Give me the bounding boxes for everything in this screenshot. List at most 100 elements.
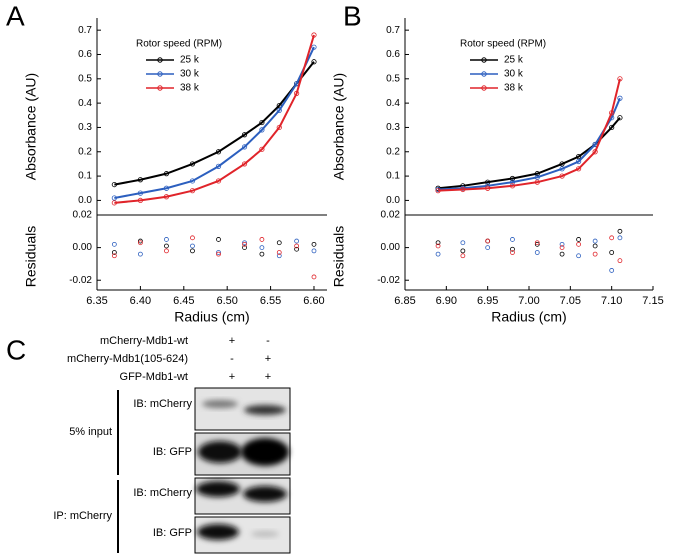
y-tick-label: 0.2 [78,146,92,157]
legend-marker [157,57,163,63]
residual-point [111,241,117,247]
treatment-label: GFP-Mdb1-wt [120,371,188,383]
residual-point [609,268,615,273]
blot-label: IB: GFP [153,446,192,458]
data-point [617,76,623,82]
residual-point [311,241,317,247]
data-point [460,186,466,193]
residual-point [609,250,615,255]
band [241,438,289,466]
data-point [137,197,143,204]
y-tick-label: 0.3 [386,122,400,133]
data-point [163,194,170,200]
residual-axis-label: Residuals [331,226,347,287]
residual-point [460,248,466,254]
residual-point [534,241,540,247]
treatment-sign: + [265,371,271,383]
band [202,400,238,408]
fit-line [114,34,315,204]
fit-line [114,61,315,186]
fit-line [114,46,315,199]
legend-marker [157,85,163,91]
data-point [559,161,565,167]
treatment-sign: - [266,335,270,347]
residual-point [190,235,195,241]
data-point [241,161,248,167]
y-tick-label: 0.6 [78,49,92,60]
data-point [609,124,615,131]
y-tick-label: 0.02 [381,210,401,221]
treatment-sign: + [229,371,235,383]
residual-point [276,240,282,246]
data-point [259,119,265,126]
y-tick-label: 0.6 [386,49,400,60]
y-tick-label: 0.5 [386,73,400,84]
y-tick-label: 0.1 [386,171,400,182]
residual-point [559,251,565,257]
blot-images: IB: mCherry IB: GFP IB: mCherry IB: GFP … [53,387,291,554]
legend-label: 25 k [180,55,200,66]
group-label: IP: mCherry [53,510,112,522]
data-point [575,154,582,160]
data-point [435,188,441,194]
y-tick-label: 0.4 [78,98,92,109]
data-point [294,90,300,96]
data-point [485,185,491,191]
data-point [559,166,565,172]
y-tick-label: -0.02 [69,275,92,286]
residual-point [559,245,565,251]
residual-point [510,250,515,255]
data-point [259,127,265,133]
residual-point [435,240,441,246]
residual-point [592,243,598,249]
legend-label: 30 k [180,69,200,80]
band [251,531,279,537]
residual-point [294,246,300,252]
residual-point [311,274,317,280]
residual-point [435,243,441,249]
x-tick-label: 6.55 [260,295,281,307]
data-point [215,149,222,155]
x-tick-label: 7.00 [518,295,539,307]
data-point [259,146,265,152]
x-tick-label: 6.45 [173,295,194,307]
y-tick-label: -0.02 [377,275,400,286]
y-tick-label: 0.7 [386,25,400,36]
x-tick-label: 6.50 [216,295,237,307]
residual-point [576,253,581,259]
data-point [509,175,516,182]
data-point [241,144,248,150]
y-tick-label: 0.00 [381,242,401,253]
y-axis-label: Absorbance (AU) [23,73,39,180]
residual-point [294,243,300,249]
y-tick-label: 0.0 [386,195,400,206]
data-point [609,110,615,116]
y-tick-label: 0.0 [78,195,92,206]
data-point [617,95,623,101]
data-point [509,179,516,185]
x-tick-label: 6.90 [436,295,457,307]
blot-label: IB: GFP [153,527,192,539]
band [197,524,239,540]
treatment-label: mCherry-Mdb1-wt [100,335,188,347]
residual-point [617,258,623,264]
residual-point [276,253,282,259]
y-tick-label: 0.2 [386,146,400,157]
y-tick-label: 0.02 [73,210,93,221]
x-axis-label: Radius (cm) [491,309,566,325]
data-point [189,161,196,167]
residual-axis-label: Residuals [23,226,39,287]
group-label: 5% input [69,426,112,438]
residual-point [216,250,221,255]
blot-treatments: mCherry-Mdb1-wt + - mCherry-Mdb1(105-624… [67,335,271,383]
residual-point [592,251,598,257]
residual-point [617,235,623,241]
x-tick-label: 6.85 [394,295,415,307]
data-point [559,173,565,179]
residual-point [259,237,265,242]
data-point [534,171,540,177]
data-point [215,163,222,169]
residual-point [294,238,300,244]
fit-line [437,117,621,190]
band [243,486,287,502]
